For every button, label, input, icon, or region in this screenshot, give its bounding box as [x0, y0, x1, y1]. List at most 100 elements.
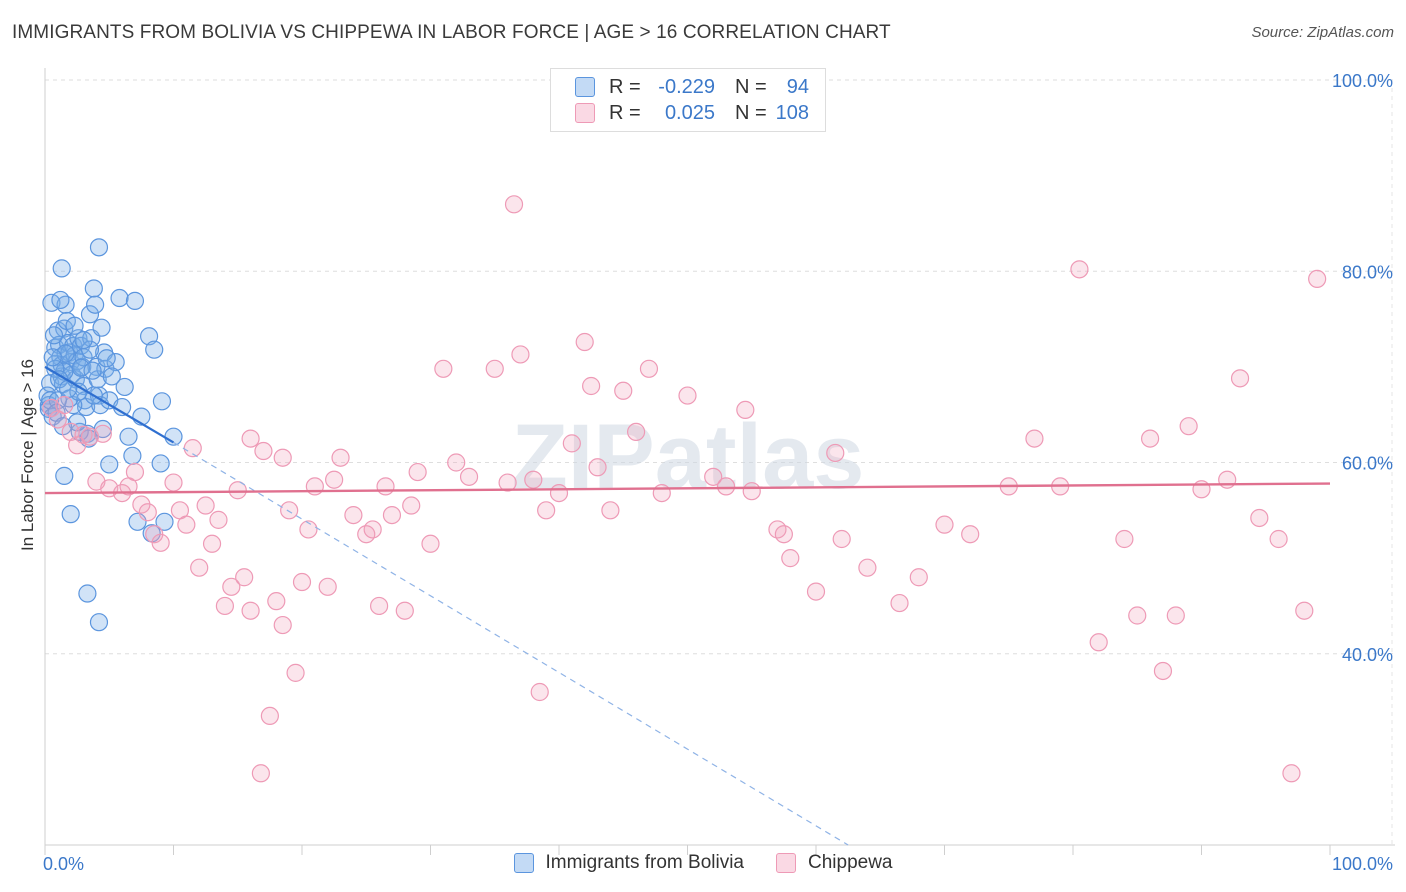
- bolivia-point: [80, 305, 100, 324]
- chippewa-point: [68, 436, 87, 455]
- chippewa-point: [251, 764, 270, 783]
- bolivia-point: [84, 279, 103, 298]
- bolivia-point: [78, 584, 97, 603]
- chippewa-point: [1089, 633, 1108, 652]
- chippewa-point: [1250, 508, 1269, 528]
- chippewa-point: [1179, 417, 1198, 436]
- bolivia-point: [55, 466, 74, 485]
- watermark: ZIPatlas: [512, 406, 865, 508]
- chippewa-point: [909, 568, 928, 587]
- chippewa-point: [704, 467, 723, 486]
- bolivia-point: [86, 295, 105, 314]
- chippewa-point: [202, 534, 222, 553]
- legend-item-bolivia[interactable]: Immigrants from Bolivia: [513, 852, 744, 874]
- legend-row-chippewa: R = 0.025 N = 108: [575, 100, 809, 126]
- r-label: R =: [609, 101, 641, 124]
- chippewa-point: [222, 577, 241, 596]
- bolivia-point: [139, 327, 159, 346]
- legend-row-bolivia: R = -0.229 N = 94: [575, 74, 809, 100]
- chippewa-point: [55, 396, 74, 415]
- chippewa-point: [511, 345, 530, 364]
- chippewa-point: [299, 520, 318, 539]
- bolivia-point: [43, 348, 62, 367]
- bolivia-point: [119, 427, 138, 446]
- chippewa-point: [1166, 606, 1185, 625]
- chippewa-point: [235, 568, 254, 587]
- chippewa-point: [716, 477, 736, 496]
- series-legend: Immigrants from Bolivia Chippewa: [0, 852, 1406, 874]
- chippewa-point: [241, 429, 260, 448]
- chippewa-point: [228, 481, 247, 500]
- chippewa-point: [421, 534, 440, 553]
- chippewa-point: [93, 424, 112, 443]
- chippewa-point: [1269, 529, 1288, 549]
- chippewa-point: [1295, 601, 1314, 620]
- chart-title: IMMIGRANTS FROM BOLIVIA VS CHIPPEWA IN L…: [12, 22, 891, 43]
- chippewa-point: [331, 448, 350, 467]
- bolivia-point: [52, 259, 71, 278]
- chippewa-point: [614, 381, 633, 400]
- stats-legend: R = -0.229 N = 94 R = 0.025 N = 108: [550, 68, 826, 132]
- chippewa-point: [447, 453, 466, 472]
- chippewa-point: [504, 195, 524, 214]
- bolivia-point: [89, 386, 109, 405]
- bolivia-point: [106, 352, 125, 372]
- bolivia-point: [73, 357, 92, 376]
- x-tick-label: 0.0%: [43, 854, 84, 874]
- chippewa-point: [890, 593, 909, 613]
- bolivia-trend-extension: [173, 441, 849, 846]
- chippewa-point: [459, 467, 479, 486]
- chippewa-point: [1070, 260, 1089, 279]
- chippewa-point: [273, 615, 292, 635]
- chippewa-point: [138, 503, 157, 522]
- chippewa-point: [408, 462, 427, 482]
- y-tick-label: 100.0%: [1332, 71, 1393, 91]
- bolivia-point: [151, 454, 170, 473]
- bolivia-point: [123, 446, 142, 465]
- chippewa-legend-swatch: [776, 853, 796, 873]
- bolivia-legend-swatch: [513, 853, 534, 873]
- chippewa-point: [273, 448, 292, 467]
- chippewa-point: [1128, 606, 1147, 625]
- bolivia-point: [102, 367, 121, 386]
- chippewa-point: [530, 682, 549, 702]
- chippewa-point: [562, 434, 581, 453]
- bolivia-point: [44, 326, 64, 345]
- bolivia-point: [51, 290, 70, 310]
- bolivia-point: [89, 613, 109, 632]
- chippewa-point: [280, 501, 299, 520]
- chippewa-point: [125, 462, 145, 482]
- chippewa-point: [434, 359, 453, 378]
- legend-item-chippewa[interactable]: Chippewa: [776, 852, 893, 874]
- bolivia-point: [110, 288, 129, 308]
- chippewa-point: [774, 525, 793, 544]
- bolivia-point: [152, 392, 172, 411]
- bolivia-point: [100, 455, 119, 474]
- chippewa-point: [1115, 529, 1134, 549]
- n-label: N =: [735, 75, 767, 98]
- y-tick-label: 60.0%: [1342, 454, 1393, 474]
- bolivia-point: [71, 358, 91, 377]
- chippewa-point: [190, 558, 209, 577]
- chippewa-point: [370, 596, 389, 616]
- chippewa-point: [395, 601, 414, 620]
- chippewa-point: [254, 441, 273, 461]
- chippewa-point: [781, 549, 800, 568]
- chippewa-point: [1230, 369, 1250, 388]
- chippewa-point: [1308, 269, 1327, 288]
- chippewa-point: [736, 400, 755, 420]
- chippewa-point: [652, 484, 671, 503]
- chippewa-point: [678, 386, 697, 405]
- bolivia-point: [145, 340, 164, 359]
- chippewa-point: [1025, 429, 1044, 448]
- chippewa-point: [858, 558, 877, 577]
- bolivia-points: [38, 238, 183, 632]
- chippewa-point: [382, 505, 402, 525]
- chippewa-point: [363, 520, 382, 539]
- chippewa-point: [582, 376, 601, 396]
- bolivia-point: [65, 316, 84, 335]
- chippewa-point: [164, 473, 183, 492]
- chippewa-point: [325, 470, 344, 489]
- chippewa-point: [1282, 764, 1301, 783]
- chippewa-r-value: 0.025: [664, 101, 715, 124]
